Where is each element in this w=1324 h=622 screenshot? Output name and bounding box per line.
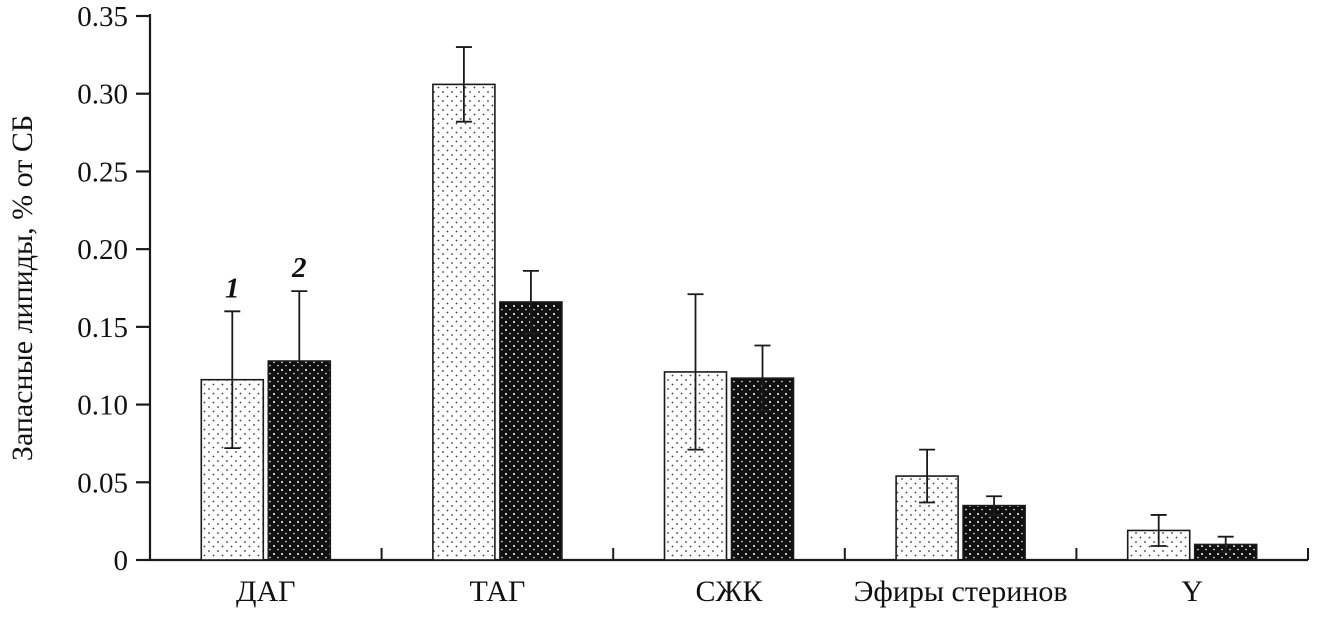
y-tick-label: 0.35	[77, 1, 128, 33]
x-category-label: Y	[1181, 575, 1203, 608]
bar-ТАГ-series-1	[432, 83, 496, 561]
series-label-1: 1	[225, 272, 240, 304]
y-tick-label: 0.15	[77, 312, 128, 344]
y-tick-label: 0.20	[77, 234, 128, 266]
bar-ТАГ-series-2	[499, 301, 563, 561]
x-category-label: Эфиры стеринов	[854, 575, 1068, 608]
y-tick-label: 0.30	[77, 79, 128, 111]
y-tick-label: 0.25	[77, 156, 128, 188]
x-category-label: ДАГ	[236, 575, 295, 608]
y-axis-label: Запасные липиды, % от СБ	[6, 115, 39, 461]
x-category-label: СЖК	[696, 575, 764, 608]
y-tick-label: 0.05	[77, 467, 128, 499]
bar-ДАГ-series-2	[267, 360, 332, 561]
y-tick-label: 0	[114, 545, 129, 577]
series-label-2: 2	[291, 252, 307, 284]
x-category-label: ТАГ	[469, 575, 525, 608]
y-tick-label: 0.10	[77, 390, 128, 422]
